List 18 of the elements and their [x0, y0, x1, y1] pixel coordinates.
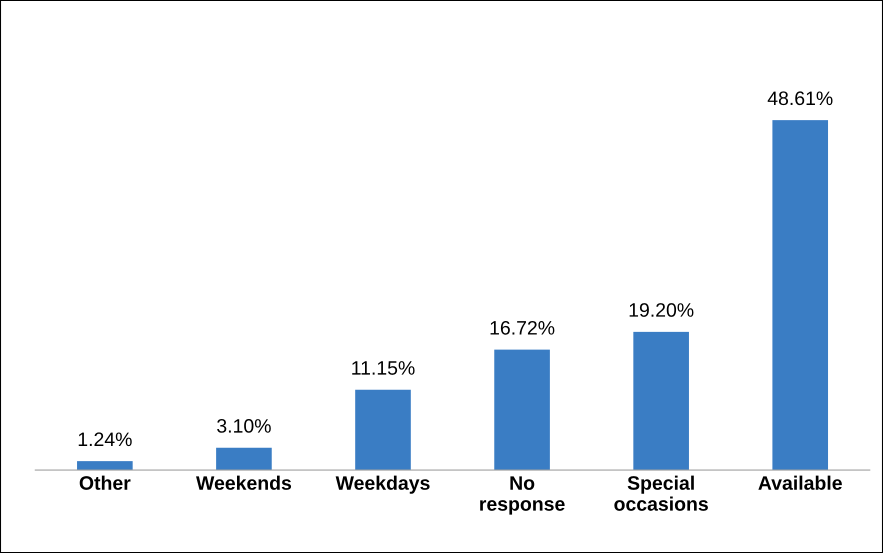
data-label: 3.10% [217, 419, 271, 433]
x-tick-label: No response [480, 476, 565, 515]
bar [633, 332, 689, 470]
bar [355, 390, 411, 470]
bar [77, 461, 133, 470]
data-label: 48.61% [768, 91, 833, 106]
bar [494, 350, 550, 470]
x-tick-label: Other [80, 476, 130, 490]
x-tick-label: Weekends [196, 476, 292, 490]
data-label: 19.20% [630, 303, 694, 317]
data-label: 1.24% [78, 432, 132, 446]
bar [216, 448, 272, 470]
x-tick-label: Special occasions [614, 476, 708, 511]
data-label: 16.72% [490, 320, 554, 335]
x-tick-label: Weekdays [336, 476, 430, 494]
bar [772, 120, 828, 470]
data-label: 11.15% [352, 361, 415, 375]
x-tick-label: Available [758, 476, 842, 490]
